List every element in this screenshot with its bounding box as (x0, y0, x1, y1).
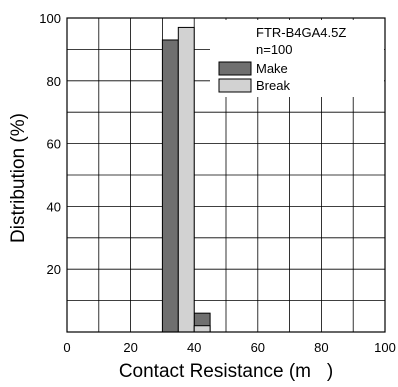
x-tick-label: 40 (187, 340, 201, 355)
bar-break-40 (193, 325, 211, 333)
x-tick-label: 0 (63, 340, 70, 355)
legend-label-make: Make (256, 61, 288, 76)
x-tick-labels: 0 20 40 60 80 100 (63, 340, 395, 355)
legend: FTR-B4GA4.5Z n=100 Make Break (210, 20, 384, 97)
legend-swatch-make (218, 61, 252, 76)
bar-make-30 (161, 39, 179, 333)
x-tick-label: 100 (374, 340, 396, 355)
x-axis-label: Contact Resistance (m ) (119, 361, 333, 382)
legend-swatch-break (218, 78, 252, 93)
y-tick-labels: 20 40 60 80 100 (39, 11, 61, 277)
legend-label-break: Break (256, 78, 290, 93)
y-tick-label: 20 (47, 262, 61, 277)
bar-break-35 (177, 26, 195, 333)
y-axis-label: Distribution (%) (8, 113, 29, 243)
y-tick-label: 80 (47, 74, 61, 89)
x-tick-label: 60 (251, 340, 265, 355)
legend-sample-size: n=100 (256, 42, 293, 57)
legend-model-label: FTR-B4GA4.5Z (256, 25, 346, 40)
y-tick-label: 40 (47, 199, 61, 214)
x-tick-label: 20 (123, 340, 137, 355)
bars (161, 26, 211, 333)
plot-frame (66, 17, 386, 333)
y-tick-label: 60 (47, 137, 61, 152)
y-tick-label: 100 (39, 11, 61, 26)
x-tick-label: 80 (314, 340, 328, 355)
